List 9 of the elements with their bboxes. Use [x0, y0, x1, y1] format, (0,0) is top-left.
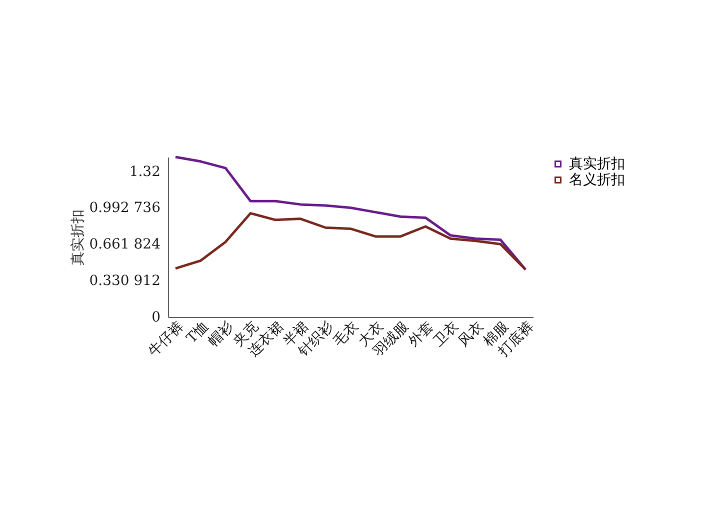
y-tick-label: 0.661 824 — [89, 236, 161, 252]
y-tick-label: 0.330 912 — [89, 272, 160, 289]
y-tick-label: 1.32 — [129, 164, 160, 180]
y-tick-label: 0 — [152, 310, 160, 326]
line-series — [174, 212, 527, 271]
legend-label: 真实折扣 — [569, 156, 625, 172]
legend-label: 名义折扣 — [569, 172, 625, 188]
y-tick-label: 0.992 736 — [89, 200, 161, 216]
y-axis-title: 真实折扣 — [70, 210, 86, 266]
